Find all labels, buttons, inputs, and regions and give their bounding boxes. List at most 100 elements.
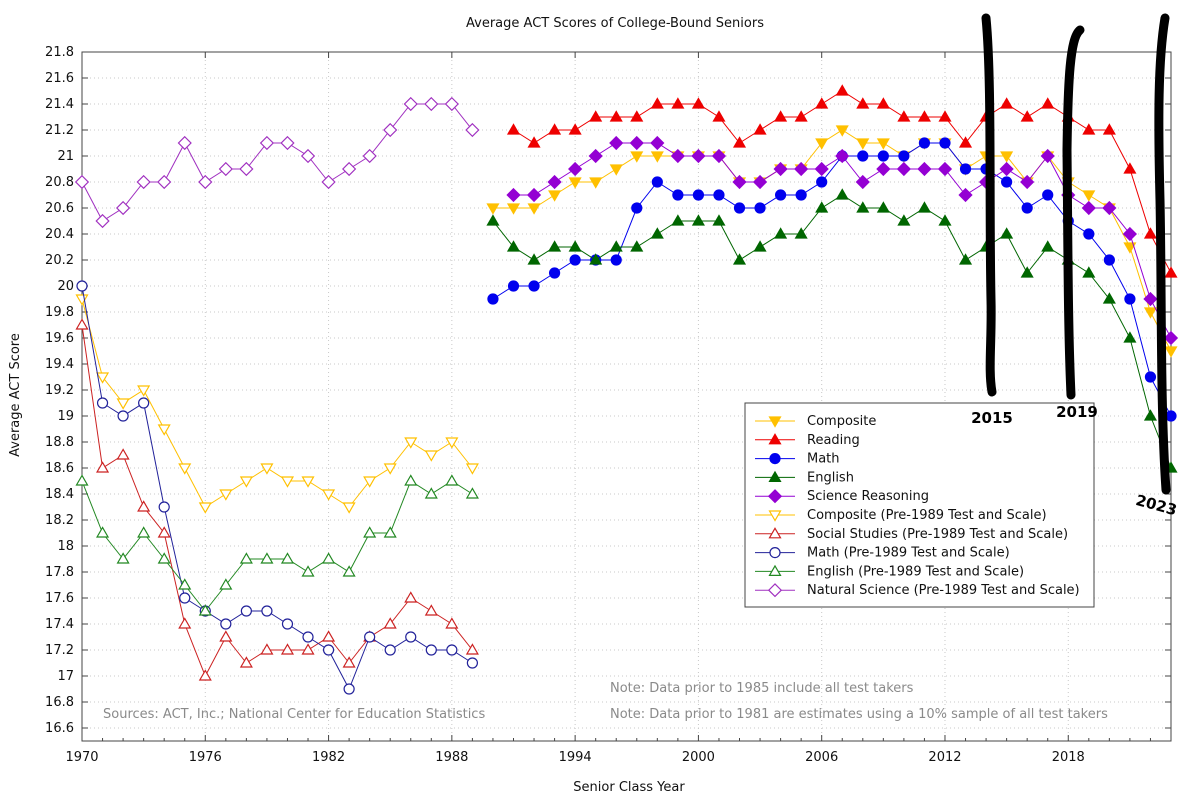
data-point xyxy=(96,461,110,473)
data-point xyxy=(650,97,664,109)
data-point xyxy=(383,526,397,538)
data-point xyxy=(527,136,541,148)
data-point xyxy=(547,174,562,190)
y-tick-label: 21 xyxy=(57,149,74,164)
y-tick-label: 19.8 xyxy=(45,305,74,320)
data-point xyxy=(937,161,953,177)
data-point xyxy=(115,200,131,216)
data-point xyxy=(773,161,788,177)
data-point xyxy=(178,578,192,590)
data-point xyxy=(280,135,295,151)
x-axis-label: Senior Class Year xyxy=(573,780,685,795)
legend-label: Reading xyxy=(807,433,860,448)
data-point xyxy=(630,110,644,122)
legend-label: Composite (Pre-1989 Test and Scale) xyxy=(807,508,1047,523)
legend-box xyxy=(744,402,1095,608)
data-point xyxy=(835,148,850,164)
data-point xyxy=(752,174,768,190)
data-point xyxy=(1083,228,1095,240)
data-point xyxy=(835,188,849,200)
x-tick-label: 2012 xyxy=(928,750,961,765)
data-point xyxy=(1040,148,1055,164)
data-point xyxy=(692,189,705,201)
data-point xyxy=(856,138,870,150)
legend-marker xyxy=(767,489,783,504)
y-tick-label: 19.4 xyxy=(45,357,74,372)
data-point xyxy=(712,214,726,226)
data-point xyxy=(1124,293,1136,305)
data-point xyxy=(589,177,603,189)
data-point xyxy=(1082,266,1096,278)
legend-marker xyxy=(768,510,782,522)
data-point xyxy=(342,161,357,177)
annotation-label-2015: 2015 xyxy=(971,409,1013,427)
data-point xyxy=(958,253,973,265)
data-point xyxy=(178,617,192,629)
data-point xyxy=(157,424,171,436)
legend-marker xyxy=(768,527,782,539)
data-point xyxy=(157,526,171,538)
data-point xyxy=(240,605,252,617)
y-tick-label: 17 xyxy=(57,669,74,684)
data-point xyxy=(795,189,807,201)
data-point xyxy=(342,502,356,514)
data-point xyxy=(568,177,582,189)
data-point xyxy=(691,214,705,226)
data-point xyxy=(1020,174,1035,190)
data-point xyxy=(1122,226,1138,242)
data-point xyxy=(177,135,192,151)
y-tick-label: 18.6 xyxy=(45,461,74,476)
data-point xyxy=(732,253,747,265)
data-point xyxy=(239,656,253,668)
data-point xyxy=(650,151,664,163)
data-point xyxy=(856,97,870,109)
data-point xyxy=(342,565,356,577)
data-point xyxy=(445,437,459,449)
data-point xyxy=(137,385,151,397)
data-point xyxy=(506,203,521,215)
y-tick-label: 21.2 xyxy=(45,123,74,138)
data-point xyxy=(280,643,295,655)
data-point xyxy=(713,189,725,201)
data-point xyxy=(1103,254,1115,266)
data-point xyxy=(753,123,767,135)
data-point xyxy=(917,110,931,122)
y-tick-label: 17.2 xyxy=(45,643,74,658)
data-point xyxy=(815,201,829,213)
axes: 16.6 16.8 17 17.2 17.4 17.6 17.8 18 18.2 18.4 18.6… xyxy=(45,45,1172,765)
data-point xyxy=(939,137,951,149)
data-point xyxy=(383,463,397,475)
annotation-stroke-2015 xyxy=(981,13,997,397)
data-point xyxy=(219,578,233,590)
data-point xyxy=(857,150,869,162)
data-point xyxy=(1143,307,1157,319)
y-tick-label: 21.8 xyxy=(45,45,74,60)
data-point xyxy=(527,253,541,265)
data-point xyxy=(96,526,110,538)
legend-marker xyxy=(768,564,782,577)
data-point xyxy=(425,644,437,656)
data-point xyxy=(568,240,582,252)
data-point xyxy=(958,187,973,203)
data-point xyxy=(198,502,212,514)
data-point xyxy=(527,203,541,215)
x-tick-label: 2006 xyxy=(805,750,838,765)
series-line xyxy=(492,129,1172,352)
data-point xyxy=(362,148,377,164)
data-point xyxy=(1000,97,1014,109)
data-point xyxy=(507,280,520,292)
y-tick-label: 18.2 xyxy=(45,513,74,528)
data-point xyxy=(958,136,973,148)
data-point xyxy=(548,240,562,252)
data-point xyxy=(404,591,418,603)
y-tick-label: 20.2 xyxy=(45,253,74,268)
data-point xyxy=(259,135,275,151)
data-point xyxy=(876,138,890,150)
data-point xyxy=(486,203,500,215)
data-point xyxy=(405,631,417,643)
x-tick-label: 1994 xyxy=(559,750,592,765)
y-tick-label: 16.6 xyxy=(45,721,74,736)
y-tick-label: 19.2 xyxy=(45,383,74,398)
data-point xyxy=(610,254,622,266)
data-point xyxy=(1102,200,1117,216)
